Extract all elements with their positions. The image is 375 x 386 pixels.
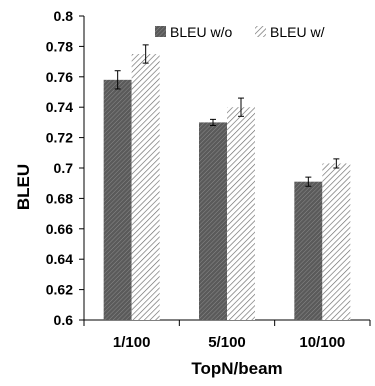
legend-label-bleu-wo: BLEU w/o: [170, 24, 232, 40]
y-tick-label: 0.72: [46, 130, 73, 146]
x-tick-label: 1/100: [113, 334, 151, 351]
legend-label-bleu-w: BLEU w/: [270, 24, 325, 40]
y-tick-label: 0.68: [46, 190, 73, 206]
bar-bleu-w: [322, 163, 351, 320]
y-tick-label: 0.62: [46, 282, 73, 298]
y-tick-label: 0.66: [46, 221, 73, 237]
x-tick-label: 10/100: [299, 334, 345, 351]
legend: BLEU w/o BLEU w/: [155, 24, 325, 40]
x-tick-label: 5/100: [208, 334, 246, 351]
legend-swatch-bleu-w: [255, 26, 266, 37]
x-axis-title: TopN/beam: [191, 359, 282, 378]
y-tick-label: 0.64: [46, 251, 73, 267]
legend-swatch-bleu-wo: [155, 26, 166, 37]
error-bars: [114, 44, 340, 187]
y-tick-label: 0.74: [46, 99, 73, 115]
axis-labels: TopN/beam BLEU: [14, 164, 283, 378]
bar-bleu-w: [227, 107, 255, 320]
y-axis-title: BLEU: [14, 164, 33, 210]
bar-bleu-wo: [103, 79, 132, 320]
bar-bleu-w: [131, 54, 160, 320]
bars: [103, 54, 351, 321]
axes: 0.6 0.62 0.64 0.66 0.68 0.7 0.72 0.74 0.76 0.78 0.…: [46, 8, 371, 351]
y-tick-label: 0.76: [46, 69, 73, 85]
y-tick-label: 0.8: [54, 8, 74, 24]
y-tick-label: 0.78: [46, 38, 73, 54]
y-tick-label: 0.6: [54, 312, 74, 328]
y-tick-label: 0.7: [54, 160, 74, 176]
bar-bleu-wo: [199, 122, 227, 321]
bar-bleu-wo: [294, 181, 323, 320]
